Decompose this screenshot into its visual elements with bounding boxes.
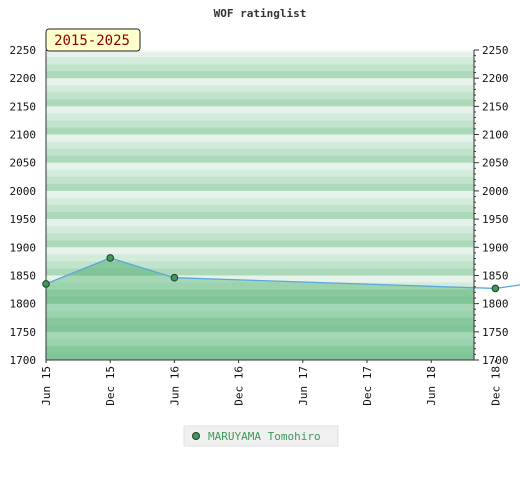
rating-point[interactable] [491, 284, 500, 293]
x-tick-label: Dec 17 [361, 366, 374, 406]
x-tick-label: Dec 18 [489, 366, 502, 406]
y-tick-label-left: 1900 [10, 241, 37, 254]
y-tick-label-right: 2250 [482, 44, 509, 57]
y-axis-right-labels: 1700175018001850190019502000205021002150… [482, 44, 509, 367]
y-tick-label-left: 1700 [10, 354, 37, 367]
y-tick-label-left: 1950 [10, 213, 37, 226]
legend-marker [192, 432, 200, 440]
y-tick-label-right: 2100 [482, 129, 509, 142]
y-tick-label-right: 1800 [482, 298, 509, 311]
y-tick-label-right: 2200 [482, 72, 509, 85]
rating-point[interactable] [42, 280, 50, 288]
period-box: 2015-2025 [45, 28, 141, 52]
y-tick-label-left: 2200 [10, 72, 37, 85]
x-tick-label: Dec 15 [104, 366, 117, 406]
y-tick-label-left: 2250 [10, 44, 37, 57]
y-tick-label-left: 2150 [10, 100, 37, 113]
rating-point[interactable] [170, 273, 179, 282]
axes [45, 49, 479, 361]
y-tick-label-right: 2050 [482, 157, 509, 170]
y-tick-label-right: 2150 [482, 100, 509, 113]
rating-points [42, 254, 500, 293]
x-tick-label: Dec 16 [233, 366, 246, 406]
x-tick-label: Jun 16 [168, 366, 181, 406]
chart-title: WOF ratinglist [214, 7, 307, 20]
legend[interactable]: MARUYAMA Tomohiro [183, 425, 339, 447]
y-tick-label-right: 1900 [482, 241, 509, 254]
y-tick-label-left: 1750 [10, 326, 37, 339]
y-tick-label-right: 1950 [482, 213, 509, 226]
y-tick-label-right: 2000 [482, 185, 509, 198]
y-tick-label-right: 1850 [482, 269, 509, 282]
x-tick-label: Jun 17 [297, 366, 310, 406]
y-axis-left-labels: 1700 1750 1800 1850 1900 1950 2000 2050 2100 2150… [10, 44, 37, 367]
y-tick-label-left: 2000 [10, 185, 37, 198]
y-tick-label-left: 1850 [10, 269, 37, 282]
x-tick-label: Jun 18 [425, 366, 438, 406]
rating-point[interactable] [106, 254, 114, 262]
y-tick-label-left: 1800 [10, 298, 37, 311]
x-axis-labels: Jun 15 Dec 15 Jun 16 Dec 16 Jun 17 Dec 17 Jun … [40, 360, 502, 406]
y-tick-label-left: 2100 [10, 129, 37, 142]
x-tick-label: Jun 15 [40, 366, 53, 406]
y-tick-label-right: 1750 [482, 326, 509, 339]
y-tick-label-left: 2050 [10, 157, 37, 170]
period-label: 2015-2025 [54, 33, 130, 49]
legend-series-label: MARUYAMA Tomohiro [208, 430, 321, 443]
